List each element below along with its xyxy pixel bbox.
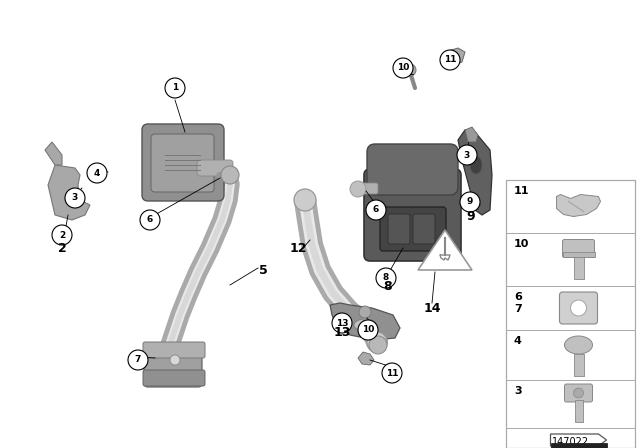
Circle shape [221, 166, 239, 184]
Circle shape [573, 388, 584, 398]
Circle shape [350, 181, 366, 197]
Text: 5: 5 [259, 263, 268, 276]
Text: 3: 3 [514, 386, 522, 396]
Circle shape [358, 320, 378, 340]
Circle shape [359, 306, 371, 318]
Circle shape [369, 336, 387, 354]
Text: 11: 11 [444, 56, 456, 65]
Circle shape [457, 145, 477, 165]
Text: 7: 7 [514, 304, 522, 314]
Polygon shape [45, 142, 62, 165]
Text: 3: 3 [72, 194, 78, 202]
Text: 6: 6 [514, 292, 522, 302]
Circle shape [460, 192, 480, 212]
Text: 13: 13 [336, 319, 348, 327]
FancyBboxPatch shape [143, 342, 205, 358]
FancyBboxPatch shape [151, 134, 214, 192]
Text: 13: 13 [333, 326, 351, 339]
Text: 11: 11 [514, 186, 529, 196]
Polygon shape [445, 48, 465, 65]
Text: 6: 6 [147, 215, 153, 224]
Polygon shape [330, 303, 400, 340]
Circle shape [376, 268, 396, 288]
Circle shape [294, 189, 316, 211]
Bar [573, 258, 584, 280]
Text: 2: 2 [59, 231, 65, 240]
FancyBboxPatch shape [559, 292, 598, 324]
Circle shape [382, 363, 402, 383]
FancyBboxPatch shape [142, 124, 224, 201]
Text: 10: 10 [397, 64, 409, 73]
Circle shape [165, 78, 185, 98]
Ellipse shape [564, 336, 593, 354]
Circle shape [65, 195, 75, 205]
FancyBboxPatch shape [367, 144, 458, 195]
Text: 3: 3 [464, 151, 470, 159]
Text: 12: 12 [289, 241, 307, 254]
Bar [573, 354, 584, 376]
FancyBboxPatch shape [143, 370, 205, 386]
Polygon shape [48, 165, 90, 220]
Polygon shape [550, 434, 607, 446]
Text: 10: 10 [362, 326, 374, 335]
Text: 10: 10 [514, 239, 529, 249]
FancyBboxPatch shape [364, 169, 461, 261]
Circle shape [440, 50, 460, 70]
Text: 6: 6 [373, 206, 379, 215]
Bar [563, 253, 595, 258]
FancyBboxPatch shape [413, 214, 435, 244]
Circle shape [570, 300, 586, 316]
Text: 147022: 147022 [552, 437, 589, 447]
Text: 7: 7 [135, 356, 141, 365]
Text: 1: 1 [172, 83, 178, 92]
FancyBboxPatch shape [563, 240, 595, 258]
Circle shape [87, 163, 107, 183]
Circle shape [170, 355, 180, 365]
Polygon shape [458, 130, 492, 215]
Circle shape [366, 200, 386, 220]
Text: 4: 4 [94, 168, 100, 177]
Circle shape [140, 210, 160, 230]
Ellipse shape [470, 156, 482, 174]
FancyBboxPatch shape [564, 384, 593, 402]
Bar [575, 400, 582, 422]
Circle shape [404, 64, 416, 76]
Polygon shape [465, 127, 478, 142]
FancyBboxPatch shape [356, 183, 378, 194]
Circle shape [128, 350, 148, 370]
FancyBboxPatch shape [380, 207, 446, 251]
Circle shape [65, 188, 85, 208]
Text: 4: 4 [514, 336, 522, 346]
FancyBboxPatch shape [144, 344, 202, 387]
Text: 9: 9 [467, 198, 473, 207]
FancyBboxPatch shape [388, 214, 410, 244]
Circle shape [332, 313, 352, 333]
Text: 14: 14 [423, 302, 441, 314]
Bar [506, 180, 635, 448]
Polygon shape [418, 230, 472, 270]
Text: 2: 2 [58, 241, 67, 254]
FancyBboxPatch shape [197, 160, 233, 176]
Circle shape [367, 332, 387, 352]
Bar [550, 443, 607, 448]
Polygon shape [358, 352, 374, 365]
Text: 11: 11 [386, 369, 398, 378]
Text: 8: 8 [384, 280, 392, 293]
Circle shape [52, 225, 72, 245]
Circle shape [393, 58, 413, 78]
Text: 9: 9 [467, 210, 476, 223]
Polygon shape [557, 194, 600, 216]
Text: 8: 8 [383, 273, 389, 283]
Ellipse shape [354, 319, 376, 331]
